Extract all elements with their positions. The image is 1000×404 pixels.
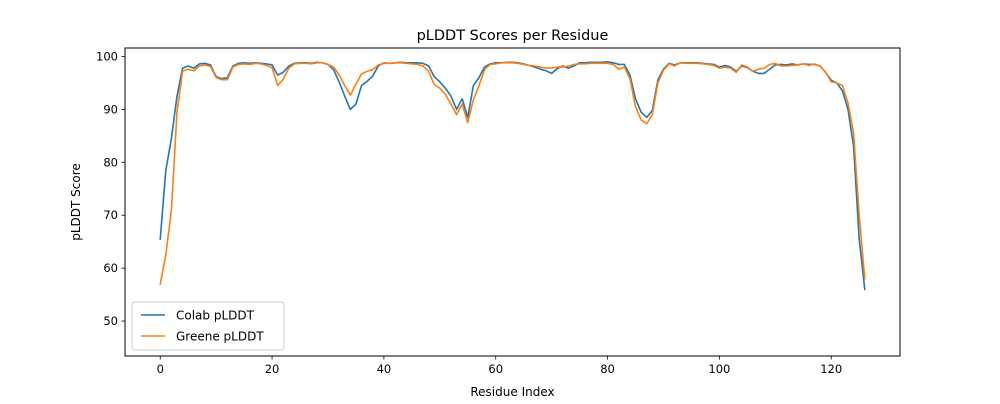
x-tick-label: 60 <box>488 362 503 376</box>
x-axis-label: Residue Index <box>470 385 554 399</box>
y-tick-label: 90 <box>103 102 118 116</box>
x-tick-label: 80 <box>600 362 615 376</box>
series-line-greene-plddt <box>159 62 866 285</box>
y-tick-label: 80 <box>103 155 118 169</box>
x-tick-label: 20 <box>265 362 280 376</box>
x-tick-label: 40 <box>377 362 392 376</box>
plot-frame <box>124 47 901 357</box>
legend-label-colab: Colab pLDDT <box>176 309 255 323</box>
y-axis: 50 60 70 80 90 100 <box>96 49 125 328</box>
y-tick-label: 100 <box>96 49 118 63</box>
x-tick-label: 100 <box>708 362 730 376</box>
series-layer <box>159 60 866 291</box>
legend-box <box>131 301 285 351</box>
y-axis-label: pLDDT Score <box>69 163 83 241</box>
y-tick-label: 60 <box>103 261 118 275</box>
chart-title: pLDDT Scores per Residue <box>417 28 609 44</box>
x-tick-label: 0 <box>157 362 164 376</box>
legend: Colab pLDDT Greene pLDDT <box>131 301 285 351</box>
legend-label-greene: Greene pLDDT <box>176 330 264 344</box>
x-tick-label: 120 <box>820 362 842 376</box>
y-tick-label: 50 <box>103 314 118 328</box>
x-axis: 0 20 40 60 80 100 120 <box>157 356 842 376</box>
y-tick-label: 70 <box>103 208 118 222</box>
